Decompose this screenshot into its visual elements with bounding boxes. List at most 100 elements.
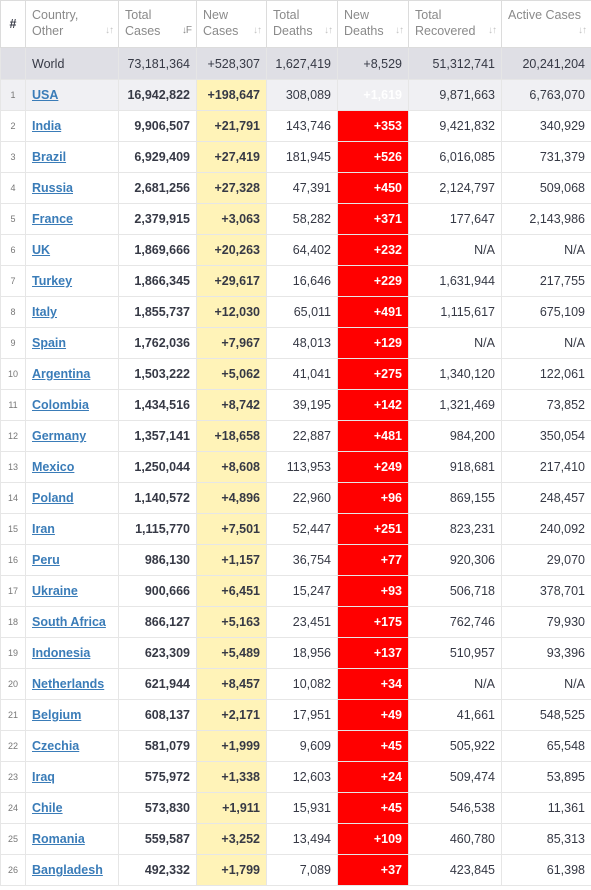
country-link[interactable]: Colombia [32, 398, 89, 412]
header-total-cases[interactable]: Total Cases ↓F [118, 0, 197, 48]
row-index: 4 [0, 172, 26, 204]
header-total-recovered[interactable]: Total Recovered ↓↑ [408, 0, 502, 48]
new-deaths-cell: +49 [337, 699, 409, 731]
country-link[interactable]: Czechia [32, 739, 80, 753]
total-deaths-cell: 52,447 [266, 513, 338, 545]
country-link[interactable]: Argentina [32, 367, 91, 381]
header-index[interactable]: # [0, 0, 26, 48]
country-link[interactable]: Peru [32, 553, 60, 567]
country-cell: Chile [25, 792, 119, 824]
country-link[interactable]: Spain [32, 336, 67, 350]
world-index-cell [0, 47, 26, 80]
world-total-recovered: 51,312,741 [408, 47, 502, 80]
new-cases-cell: +21,791 [196, 110, 267, 142]
active-cases-cell: 675,109 [501, 296, 591, 328]
country-link[interactable]: Bangladesh [32, 863, 103, 877]
country-cell: Belgium [25, 699, 119, 731]
new-deaths-cell: +251 [337, 513, 409, 545]
total-cases-cell: 581,079 [118, 730, 197, 762]
country-link[interactable]: Netherlands [32, 677, 105, 691]
country-link[interactable]: Poland [32, 491, 74, 505]
country-link[interactable]: Russia [32, 181, 73, 195]
header-total-deaths[interactable]: Total Deaths ↓↑ [266, 0, 338, 48]
new-cases-cell: +8,457 [196, 668, 267, 700]
total-cases-cell: 1,503,222 [118, 358, 197, 390]
country-link[interactable]: Chile [32, 801, 63, 815]
total-recovered-cell: 546,538 [408, 792, 502, 824]
country-link[interactable]: USA [32, 88, 59, 102]
total-deaths-cell: 41,041 [266, 358, 338, 390]
world-active-cases: 20,241,204 [501, 47, 591, 80]
header-active-cases[interactable]: Active Cases ↓↑ [501, 0, 591, 48]
country-link[interactable]: UK [32, 243, 51, 257]
country-link[interactable]: Brazil [32, 150, 67, 164]
new-deaths-cell: +526 [337, 141, 409, 173]
country-cell: India [25, 110, 119, 142]
total-deaths-cell: 36,754 [266, 544, 338, 576]
country-link[interactable]: India [32, 119, 62, 133]
new-cases-cell: +8,608 [196, 451, 267, 483]
country-link[interactable]: Iraq [32, 770, 55, 784]
total-recovered-cell: N/A [408, 234, 502, 266]
table-row: 12 Germany 1,357,141 +18,658 22,887 +481 984,2… [0, 420, 591, 452]
country-link[interactable]: Romania [32, 832, 85, 846]
new-cases-cell: +20,263 [196, 234, 267, 266]
new-deaths-cell: +249 [337, 451, 409, 483]
total-cases-cell: 16,942,822 [118, 79, 197, 111]
country-link[interactable]: Ukraine [32, 584, 78, 598]
total-deaths-cell: 181,945 [266, 141, 338, 173]
new-deaths-cell: +353 [337, 110, 409, 142]
active-cases-cell: N/A [501, 234, 591, 266]
total-recovered-cell: 9,871,663 [408, 79, 502, 111]
total-recovered-cell: 1,115,617 [408, 296, 502, 328]
header-total-cases-label: Total Cases [125, 8, 161, 38]
new-cases-cell: +29,617 [196, 265, 267, 297]
new-cases-cell: +3,252 [196, 823, 267, 855]
total-deaths-cell: 65,011 [266, 296, 338, 328]
row-index: 5 [0, 203, 26, 235]
total-cases-cell: 1,869,666 [118, 234, 197, 266]
country-link[interactable]: Italy [32, 305, 58, 319]
country-link[interactable]: Iran [32, 522, 55, 536]
country-cell: USA [25, 79, 119, 111]
header-country[interactable]: Country, Other ↓↑ [25, 0, 119, 48]
header-new-cases[interactable]: New Cases ↓↑ [196, 0, 267, 48]
row-index: 22 [0, 730, 26, 762]
country-link[interactable]: South Africa [32, 615, 106, 629]
country-link[interactable]: Germany [32, 429, 87, 443]
new-deaths-cell: +45 [337, 792, 409, 824]
table-row: 19 Indonesia 623,309 +5,489 18,956 +137 510,95… [0, 637, 591, 669]
table-row: 5 France 2,379,915 +3,063 58,282 +371 177,647 2… [0, 203, 591, 235]
new-cases-cell: +4,896 [196, 482, 267, 514]
total-cases-cell: 900,666 [118, 575, 197, 607]
country-link[interactable]: Indonesia [32, 646, 91, 660]
active-cases-cell: 509,068 [501, 172, 591, 204]
new-deaths-cell: +229 [337, 265, 409, 297]
total-cases-cell: 621,944 [118, 668, 197, 700]
header-new-deaths[interactable]: New Deaths ↓↑ [337, 0, 409, 48]
total-cases-cell: 2,379,915 [118, 203, 197, 235]
active-cases-cell: 65,548 [501, 730, 591, 762]
sort-icon: ↓↑ [488, 25, 497, 36]
total-recovered-cell: 869,155 [408, 482, 502, 514]
total-recovered-cell: 2,124,797 [408, 172, 502, 204]
sort-icon: ↓↑ [105, 25, 114, 36]
total-cases-cell: 492,332 [118, 854, 197, 886]
row-index: 11 [0, 389, 26, 421]
country-link[interactable]: Turkey [32, 274, 73, 288]
total-cases-cell: 6,929,409 [118, 141, 197, 173]
country-link[interactable]: Mexico [32, 460, 75, 474]
active-cases-cell: 350,054 [501, 420, 591, 452]
country-cell: Iraq [25, 761, 119, 793]
total-recovered-cell: 505,922 [408, 730, 502, 762]
country-link[interactable]: Belgium [32, 708, 82, 722]
total-deaths-cell: 16,646 [266, 265, 338, 297]
country-link[interactable]: France [32, 212, 73, 226]
world-new-cases: +528,307 [196, 47, 267, 80]
row-index: 3 [0, 141, 26, 173]
total-recovered-cell: 1,631,944 [408, 265, 502, 297]
new-deaths-cell: +45 [337, 730, 409, 762]
total-cases-cell: 573,830 [118, 792, 197, 824]
total-deaths-cell: 7,089 [266, 854, 338, 886]
active-cases-cell: 53,895 [501, 761, 591, 793]
